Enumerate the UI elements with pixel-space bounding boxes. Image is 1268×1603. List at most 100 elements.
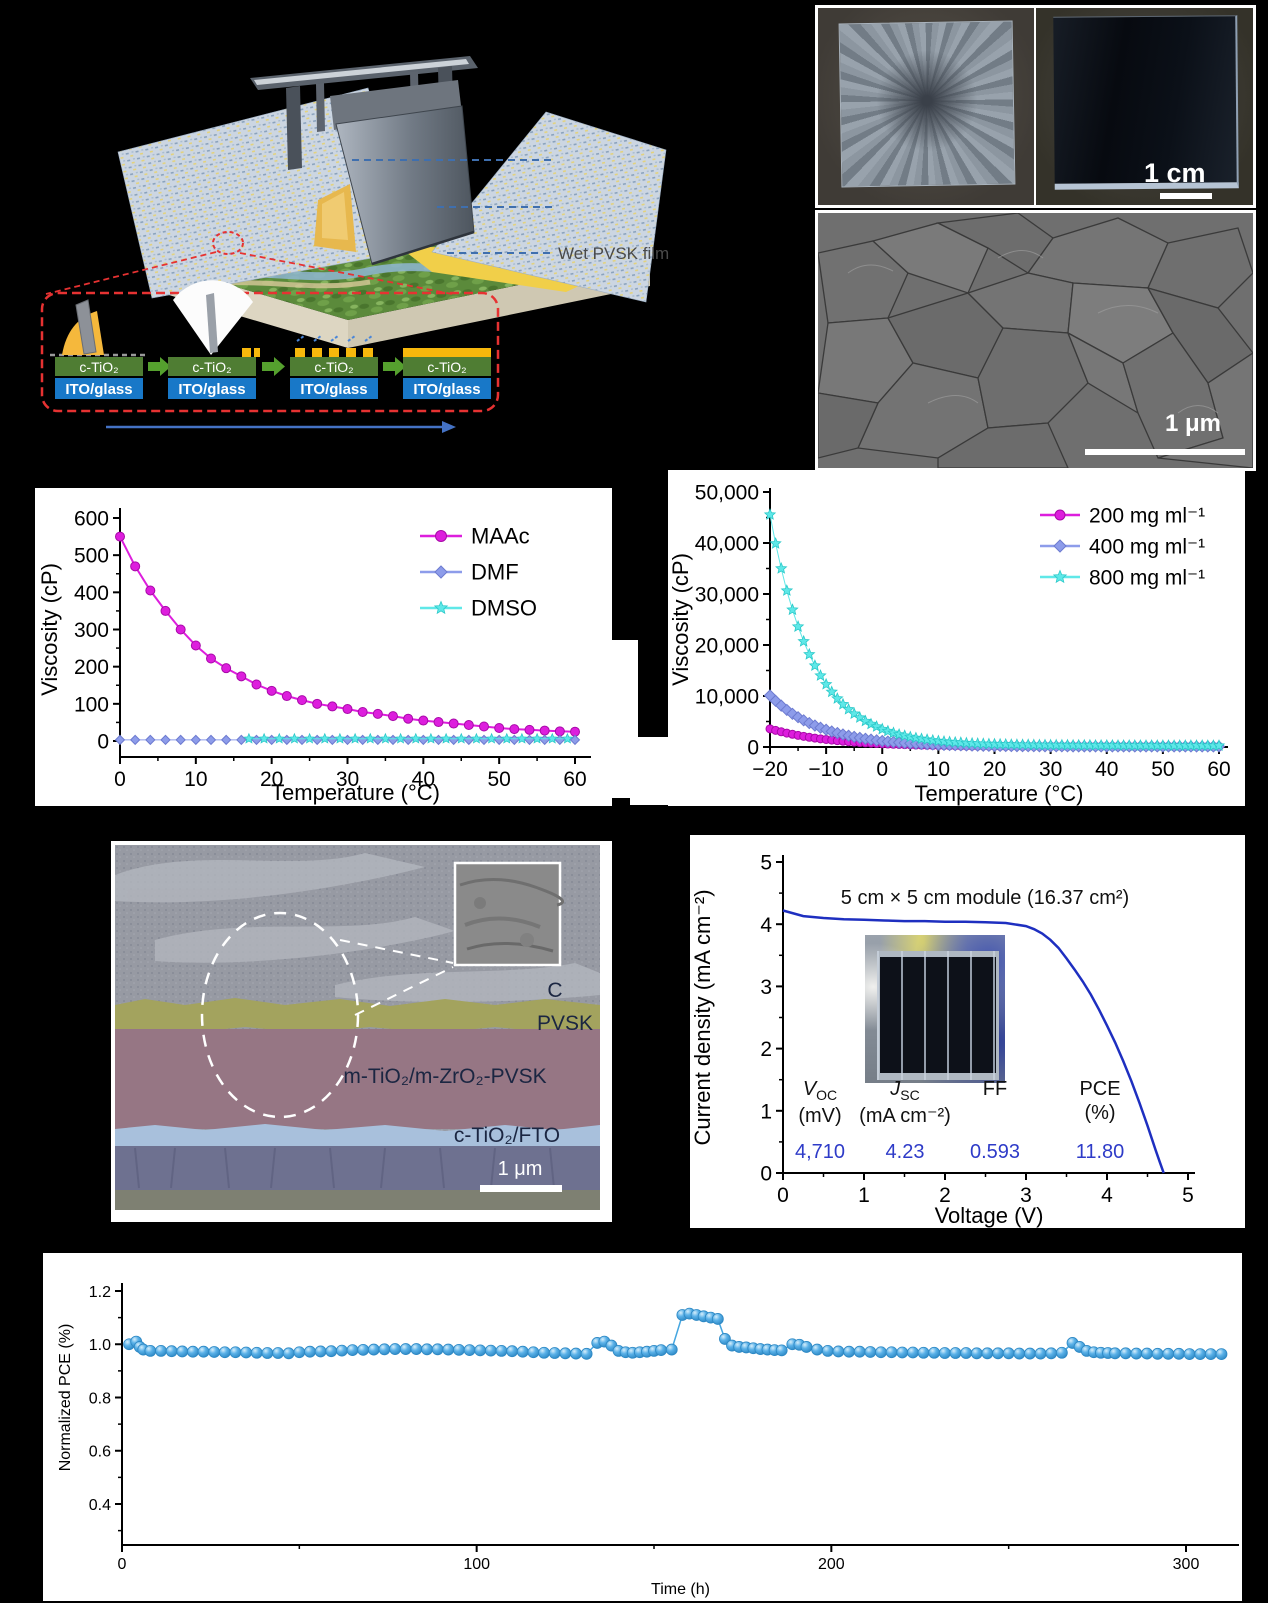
marker bbox=[803, 647, 816, 660]
marker bbox=[970, 1347, 983, 1360]
marker bbox=[1212, 739, 1226, 751]
marker bbox=[1215, 1348, 1228, 1361]
marker bbox=[791, 620, 805, 632]
marker bbox=[769, 536, 782, 549]
marker bbox=[885, 1346, 898, 1359]
marker bbox=[484, 1344, 497, 1357]
marker bbox=[378, 1343, 391, 1356]
marker bbox=[1151, 1347, 1164, 1360]
y-tick-label: 2 bbox=[760, 1038, 772, 1061]
marker bbox=[907, 1346, 919, 1359]
y-axis-title: Viscosity (cP) bbox=[37, 563, 62, 696]
marker bbox=[190, 734, 202, 746]
marker bbox=[418, 715, 429, 726]
marker bbox=[831, 692, 844, 704]
y-tick-label: 30,000 bbox=[695, 584, 759, 607]
chart-stability: 0.4 0.6 0.8 1.0 1.2 0 100 200 300 Time (h) Normali… bbox=[57, 1283, 1239, 1598]
x-tick-label: 10 bbox=[184, 768, 207, 791]
marker bbox=[949, 1347, 962, 1359]
y-tick-label: 3 bbox=[760, 976, 772, 999]
marker bbox=[509, 724, 520, 735]
marker bbox=[775, 1344, 788, 1357]
x-tick-label: 2 bbox=[939, 1184, 951, 1207]
scale-label-1um-f: 1 μm bbox=[498, 1158, 543, 1180]
stat-header-voc: VOC (mV) bbox=[798, 1078, 842, 1127]
legend-entry: MAAc bbox=[420, 524, 530, 549]
marker bbox=[425, 732, 437, 744]
y-axis-title: Current density (mA cm⁻²) bbox=[690, 889, 715, 1145]
y-tick-label: 4 bbox=[760, 914, 772, 937]
y-tick-label: 400 bbox=[74, 582, 109, 605]
marker bbox=[665, 1343, 678, 1356]
marker bbox=[327, 701, 338, 712]
marker bbox=[220, 734, 232, 746]
crosssection-sem: C PVSK m-TiO₂/m-ZrO₂-PVSK c-TiO₂/FTO 1 μ… bbox=[115, 845, 600, 1210]
chart-viscosity-inks: 0 10,000 20,000 30,000 40,000 50,000 −20 −10 0 10… bbox=[668, 482, 1231, 806]
marker bbox=[273, 732, 285, 744]
marker bbox=[335, 1344, 348, 1357]
marker bbox=[780, 703, 794, 717]
marker bbox=[1194, 1348, 1207, 1361]
x-axis-title: Temperature (°C) bbox=[271, 780, 440, 805]
marker bbox=[145, 585, 156, 596]
callout-line-right bbox=[239, 252, 453, 295]
marker bbox=[539, 734, 550, 746]
focus-ellipse bbox=[200, 911, 360, 1119]
marker bbox=[821, 1345, 834, 1357]
marker bbox=[403, 713, 414, 724]
panel-c-sem: 1 μm bbox=[815, 210, 1256, 471]
marker bbox=[478, 734, 490, 746]
y-tick-label: 300 bbox=[74, 619, 109, 642]
svg-text:ITO/glass: ITO/glass bbox=[413, 381, 480, 398]
marker bbox=[1034, 1347, 1047, 1360]
stat-value-ff: 0.593 bbox=[969, 1141, 1021, 1163]
x-tick-label: 5 bbox=[1182, 1184, 1194, 1207]
scale-label-1cm: 1 cm bbox=[1144, 158, 1206, 188]
series-normalized-pce bbox=[123, 1307, 1228, 1361]
marker bbox=[843, 1345, 855, 1358]
marker bbox=[364, 732, 376, 744]
x-tick-label: 20 bbox=[983, 758, 1006, 781]
marker bbox=[304, 1345, 316, 1358]
marker bbox=[155, 1345, 167, 1357]
marker bbox=[800, 1341, 813, 1353]
x-axis-title: Time (h) bbox=[651, 1581, 710, 1598]
mini-blade-2 bbox=[206, 293, 218, 353]
marker bbox=[928, 1346, 941, 1359]
svg-text:c-TiO₂: c-TiO₂ bbox=[192, 359, 231, 375]
y-tick-label: 500 bbox=[74, 545, 109, 568]
marker bbox=[367, 1343, 380, 1356]
marker bbox=[561, 732, 574, 744]
marker bbox=[357, 707, 368, 718]
y-tick-label: 10,000 bbox=[695, 686, 759, 709]
label-meso: m-TiO₂/m-ZrO₂-PVSK bbox=[343, 1065, 546, 1088]
pvsk-islands bbox=[295, 348, 373, 357]
inset-line-2 bbox=[354, 966, 454, 1016]
y-tick-label: 0 bbox=[760, 1163, 772, 1186]
marker bbox=[176, 1345, 189, 1358]
y-tick-label: 0 bbox=[747, 737, 759, 760]
stat-value-pce: 11.80 bbox=[1075, 1141, 1125, 1163]
marker bbox=[175, 734, 186, 746]
legend-label: 800 mg ml⁻¹ bbox=[1089, 566, 1205, 589]
process-step-4: c-TiO₂ ITO/glass bbox=[403, 348, 491, 399]
marker bbox=[495, 1345, 508, 1357]
marker bbox=[463, 1344, 476, 1357]
x-tick-label: 0 bbox=[777, 1184, 789, 1207]
marker bbox=[711, 1313, 724, 1325]
photo-annealed-film: 1 cm bbox=[1036, 8, 1253, 205]
carbon-streaks bbox=[115, 853, 600, 1002]
panel-f-crosssection: C PVSK m-TiO₂/m-ZrO₂-PVSK c-TiO₂/FTO 1 μ… bbox=[111, 841, 612, 1222]
marker bbox=[1173, 1347, 1185, 1360]
marker bbox=[394, 732, 407, 744]
marker bbox=[1162, 1347, 1175, 1360]
marker bbox=[811, 1343, 824, 1356]
marker bbox=[266, 685, 277, 696]
marker bbox=[494, 722, 505, 733]
panel-a-schematic: Wet PVSK film c-TiO₂ ITO/glass c-TiO₂ IT… bbox=[40, 56, 669, 433]
x-tick-label: 0 bbox=[876, 758, 888, 781]
marker bbox=[272, 1347, 284, 1359]
stat-value-voc: 4,710 bbox=[794, 1141, 846, 1163]
marker bbox=[130, 561, 141, 572]
